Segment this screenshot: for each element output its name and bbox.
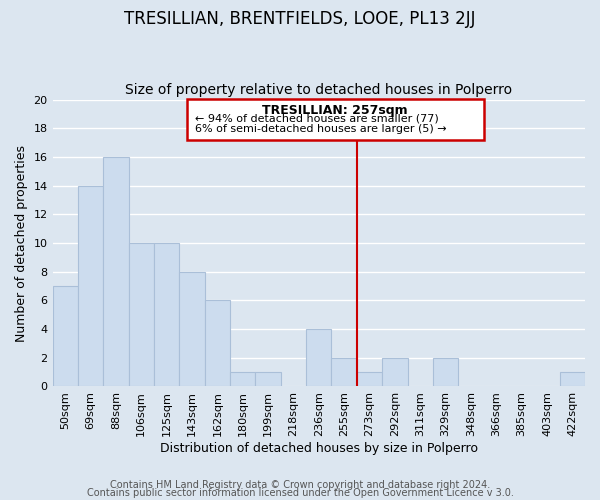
- Text: 6% of semi-detached houses are larger (5) →: 6% of semi-detached houses are larger (5…: [194, 124, 446, 134]
- X-axis label: Distribution of detached houses by size in Polperro: Distribution of detached houses by size …: [160, 442, 478, 455]
- Bar: [154, 243, 179, 386]
- Bar: [560, 372, 585, 386]
- Bar: [78, 186, 103, 386]
- Bar: [230, 372, 256, 386]
- Bar: [179, 272, 205, 386]
- Bar: [382, 358, 407, 386]
- Bar: [205, 300, 230, 386]
- Y-axis label: Number of detached properties: Number of detached properties: [15, 144, 28, 342]
- Text: TRESILLIAN: 257sqm: TRESILLIAN: 257sqm: [262, 104, 408, 118]
- Bar: [357, 372, 382, 386]
- Text: Contains HM Land Registry data © Crown copyright and database right 2024.: Contains HM Land Registry data © Crown c…: [110, 480, 490, 490]
- Bar: [128, 243, 154, 386]
- Bar: [256, 372, 281, 386]
- Text: Contains public sector information licensed under the Open Government Licence v : Contains public sector information licen…: [86, 488, 514, 498]
- Bar: [53, 286, 78, 386]
- Bar: [306, 329, 331, 386]
- Bar: [103, 157, 128, 386]
- Text: TRESILLIAN, BRENTFIELDS, LOOE, PL13 2JJ: TRESILLIAN, BRENTFIELDS, LOOE, PL13 2JJ: [124, 10, 476, 28]
- Text: ← 94% of detached houses are smaller (77): ← 94% of detached houses are smaller (77…: [194, 113, 438, 123]
- Bar: [331, 358, 357, 386]
- Bar: [187, 99, 484, 140]
- Title: Size of property relative to detached houses in Polperro: Size of property relative to detached ho…: [125, 83, 512, 97]
- Bar: [433, 358, 458, 386]
